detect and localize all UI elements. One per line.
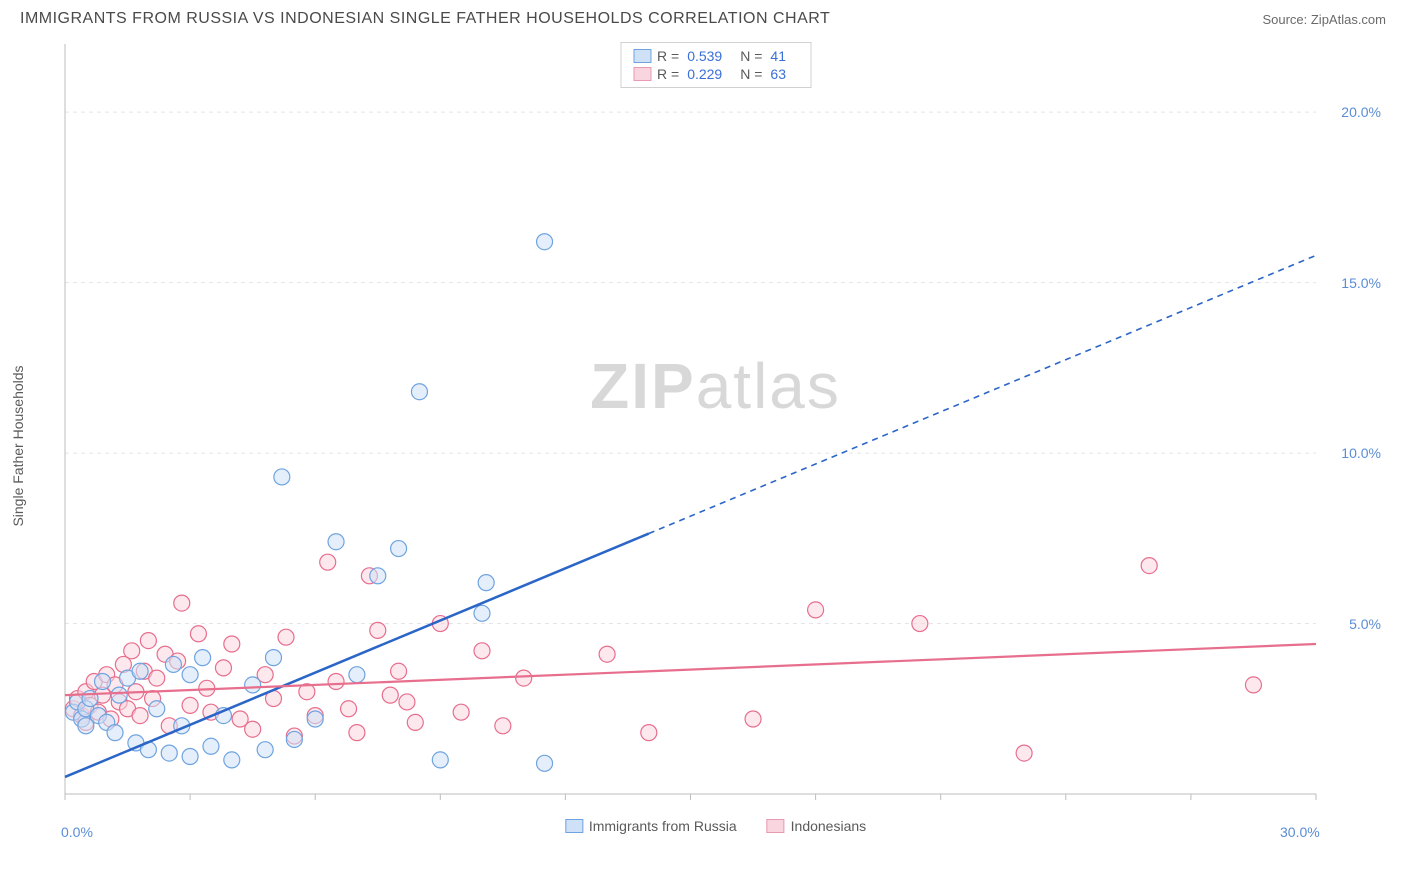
page-title: IMMIGRANTS FROM RUSSIA VS INDONESIAN SIN… bbox=[20, 10, 830, 28]
legend-item: Indonesians bbox=[767, 818, 867, 834]
legend-swatch bbox=[767, 819, 785, 833]
plot-svg bbox=[55, 34, 1376, 834]
legend-row: R =0.539N =41 bbox=[633, 47, 798, 65]
legend-swatch bbox=[633, 49, 651, 63]
y-axis-label: Single Father Households bbox=[10, 365, 26, 526]
y-tick-label: 10.0% bbox=[1341, 445, 1381, 461]
x-tick-label: 0.0% bbox=[61, 824, 93, 840]
correlation-legend: R =0.539N =41R =0.229N =63 bbox=[620, 42, 811, 88]
x-tick-label: 30.0% bbox=[1280, 824, 1320, 840]
series-legend: Immigrants from Russia Indonesians bbox=[565, 818, 866, 834]
y-tick-label: 20.0% bbox=[1341, 104, 1381, 120]
legend-row: R =0.229N =63 bbox=[633, 65, 798, 83]
watermark: ZIPatlas bbox=[590, 349, 841, 423]
legend-item: Immigrants from Russia bbox=[565, 818, 737, 834]
y-tick-label: 5.0% bbox=[1349, 616, 1381, 632]
source-attribution: Source: ZipAtlas.com bbox=[1262, 12, 1386, 27]
scatter-chart: ZIPatlas R =0.539N =41R =0.229N =63 5.0%… bbox=[55, 34, 1376, 834]
legend-swatch bbox=[565, 819, 583, 833]
y-tick-label: 15.0% bbox=[1341, 275, 1381, 291]
legend-swatch bbox=[633, 67, 651, 81]
